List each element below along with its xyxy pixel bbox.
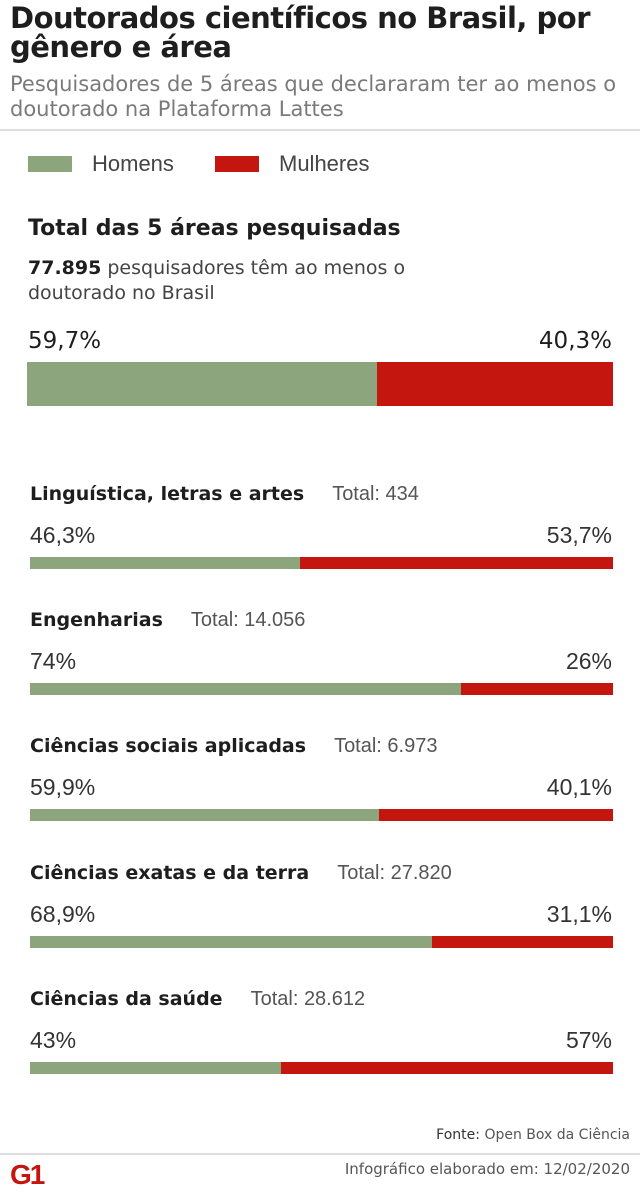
category-title: Ciências sociais aplicadas Total: 6.973 xyxy=(30,735,437,758)
category-bar-mulheres xyxy=(431,935,613,948)
category-bar-homens xyxy=(30,809,380,822)
category-homens-label: 59,9% xyxy=(30,774,96,801)
category-mulheres-label: 40,1% xyxy=(546,774,612,801)
category-name: Ciências exatas e da terra xyxy=(30,861,310,884)
category-name: Engenharias xyxy=(30,609,163,632)
category-name: Ciências da saúde xyxy=(30,987,223,1010)
divider xyxy=(0,129,640,131)
category-bar-homens xyxy=(30,683,462,696)
category-bar xyxy=(30,557,613,569)
total-bar-mulheres xyxy=(376,362,613,406)
total-count: 77.895 xyxy=(28,257,102,279)
category-total: Total: 27.820 xyxy=(337,861,452,884)
category-homens-label: 74% xyxy=(30,648,77,675)
legend-swatch-homens xyxy=(28,156,72,172)
legend-swatch-mulheres xyxy=(215,156,259,172)
category-homens-label: 43% xyxy=(30,1026,77,1053)
category-bar-homens xyxy=(30,557,300,569)
category-bar-homens xyxy=(30,1061,281,1074)
category-title: Ciências da saúde Total: 28.612 xyxy=(30,988,365,1011)
category-bar-mulheres xyxy=(379,809,613,822)
made-date: Infográfico elaborado em: 12/02/2020 xyxy=(344,1160,630,1178)
category-bar xyxy=(30,935,613,948)
category-total: Total: 434 xyxy=(332,483,419,505)
category-total: Total: 6.973 xyxy=(334,735,438,758)
total-mulheres-label: 40,3% xyxy=(538,328,612,354)
category-mulheres-label: 57% xyxy=(565,1026,612,1053)
category-bar-homens xyxy=(30,935,432,948)
category-title: Ciências exatas e da terra Total: 27.820 xyxy=(30,862,452,885)
footer-divider xyxy=(0,1153,640,1155)
category-mulheres-label: 26% xyxy=(565,648,612,675)
category-total: Total: 14.056 xyxy=(190,609,306,632)
category-bar-mulheres xyxy=(299,557,613,569)
category-bar xyxy=(30,809,613,822)
total-bar xyxy=(27,362,613,406)
legend-homens: Homens xyxy=(28,151,174,177)
category-homens-label: 46,3% xyxy=(30,522,96,548)
category-name: Ciências sociais aplicadas xyxy=(30,735,307,758)
category-homens-label: 68,9% xyxy=(30,900,96,927)
g1-logo: G1 xyxy=(10,1159,45,1190)
legend-label: Mulheres xyxy=(279,151,370,176)
category-mulheres-label: 53,7% xyxy=(546,522,612,548)
chart-subtitle: Pesquisadores de 5 áreas que declararam … xyxy=(10,72,617,121)
legend-mulheres: Mulheres xyxy=(215,151,369,177)
total-text: pesquisadores têm ao menos o doutorado n… xyxy=(28,257,406,304)
category-bar-mulheres xyxy=(280,1061,613,1074)
category-title: Engenharias Total: 14.056 xyxy=(30,609,305,632)
category-mulheres-label: 31,1% xyxy=(546,900,612,927)
total-description: 77.895 pesquisadores têm ao menos o dout… xyxy=(28,256,448,306)
total-heading: Total das 5 áreas pesquisadas xyxy=(28,216,401,241)
category-bar-mulheres xyxy=(461,683,613,696)
category-name: Linguística, letras e artes xyxy=(30,483,305,505)
category-bar xyxy=(30,683,613,696)
chart-title: Doutorados científicos no Brasil, por gê… xyxy=(10,1,591,64)
total-bar-homens xyxy=(27,362,377,406)
source-label: Fonte: xyxy=(436,1127,480,1143)
source-text: Open Box da Ciência xyxy=(484,1127,630,1143)
category-bar xyxy=(30,1061,613,1074)
category-title: Linguística, letras e artes Total: 434 xyxy=(30,483,419,506)
source: Fonte: Open Box da Ciência xyxy=(436,1127,630,1143)
legend-label: Homens xyxy=(92,151,174,176)
category-total: Total: 28.612 xyxy=(250,987,366,1010)
total-homens-label: 59,7% xyxy=(28,328,102,354)
